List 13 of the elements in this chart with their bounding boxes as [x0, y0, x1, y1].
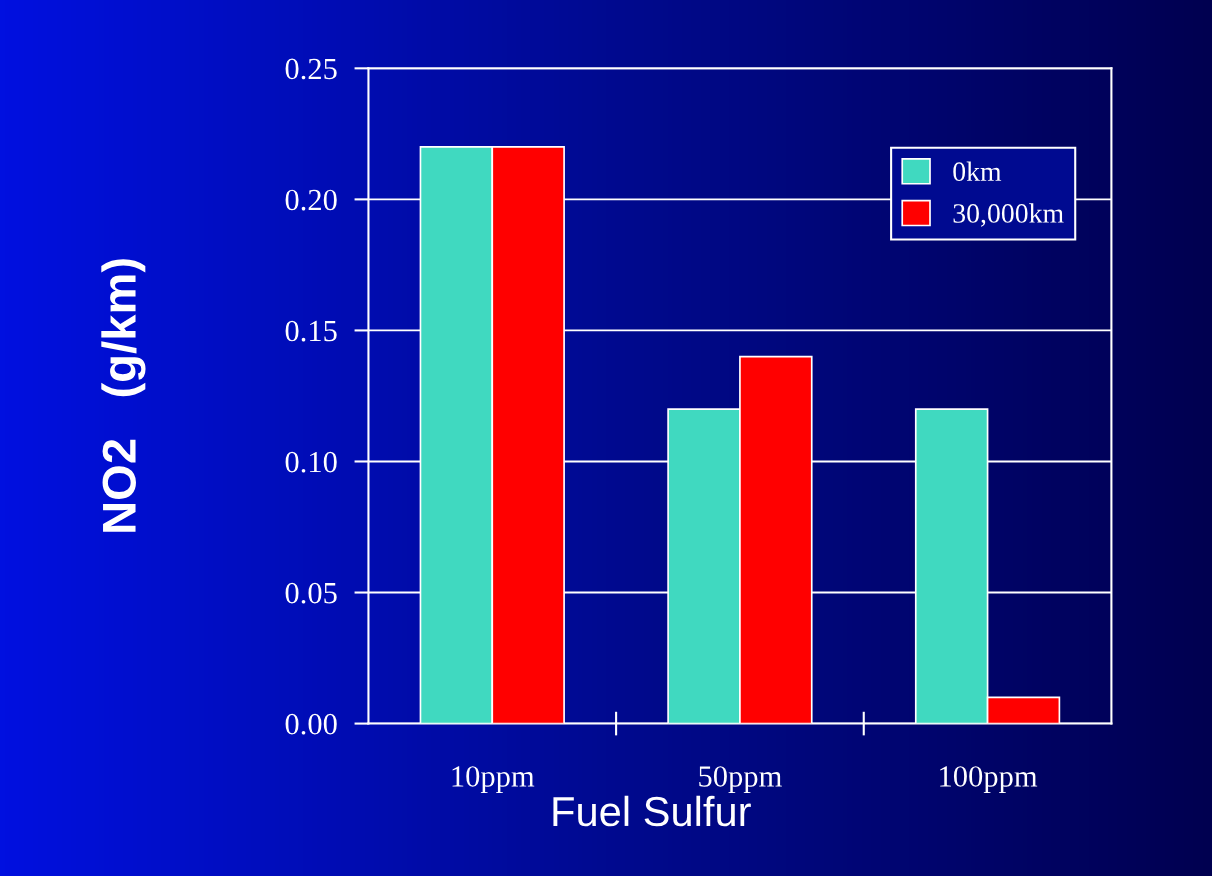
x-tick-label: 50ppm	[699, 766, 782, 793]
x-tick-label: 100ppm	[940, 766, 1038, 793]
y-tick-label: 0.25	[285, 58, 337, 80]
x-tick-label: 10ppm	[452, 766, 535, 793]
y-tick-label: 0.15	[285, 320, 337, 342]
legend-label: 0km	[953, 161, 1002, 182]
y-tick-label: 0.05	[285, 582, 337, 604]
x-axis-title: Fuel Sulfur	[553, 795, 751, 827]
y-tick-label: 0.20	[285, 189, 337, 211]
legend-label: 30,000km	[953, 203, 1064, 227]
y-tick-label: 0.00	[285, 713, 337, 735]
y-axis-title: NO2 (g/km)	[101, 259, 146, 532]
y-tick-label: 0.10	[285, 451, 337, 473]
